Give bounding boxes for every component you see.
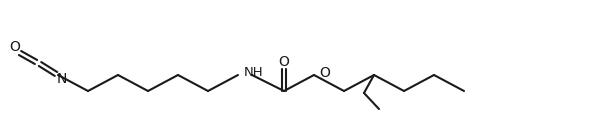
Text: O: O xyxy=(319,66,330,80)
Text: O: O xyxy=(278,55,290,69)
Text: NH: NH xyxy=(244,66,264,80)
Text: N: N xyxy=(57,72,67,86)
Text: O: O xyxy=(10,40,20,54)
